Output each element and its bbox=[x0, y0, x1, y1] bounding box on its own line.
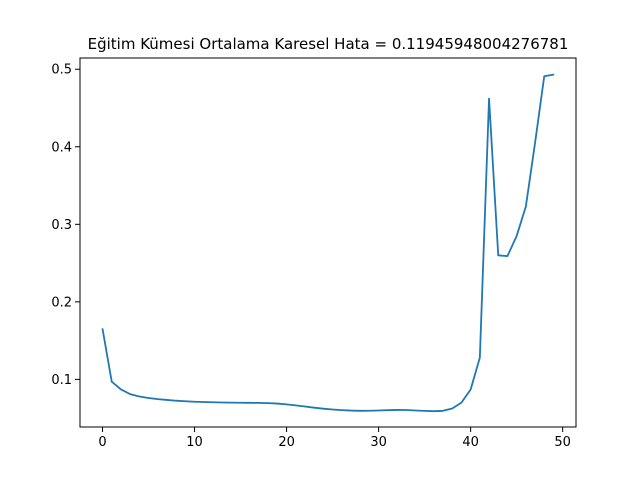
x-tick-label: 30 bbox=[370, 435, 387, 450]
series-line bbox=[101, 73, 555, 413]
series-layer bbox=[101, 73, 555, 413]
chart-title: Eğitim Kümesi Ortalama Karesel Hata = 0.… bbox=[88, 35, 569, 53]
y-tick-label: 0.4 bbox=[51, 140, 72, 155]
x-tick-label: 40 bbox=[462, 435, 479, 450]
y-tick-label: 0.1 bbox=[51, 373, 72, 388]
y-tick-label: 0.2 bbox=[51, 295, 72, 310]
y-tick-label: 0.3 bbox=[51, 218, 72, 233]
axes-frame bbox=[79, 57, 577, 428]
x-axis-ticks: 0 10 20 30 40 50 bbox=[98, 427, 571, 450]
x-tick-label: 10 bbox=[186, 435, 203, 450]
y-axis-ticks: 0.1 0.2 0.3 0.4 0.5 bbox=[51, 63, 80, 388]
x-tick-label: 50 bbox=[554, 435, 571, 450]
x-tick-label: 20 bbox=[278, 435, 295, 450]
x-tick-label: 0 bbox=[98, 435, 106, 450]
y-tick-label: 0.5 bbox=[51, 63, 72, 78]
